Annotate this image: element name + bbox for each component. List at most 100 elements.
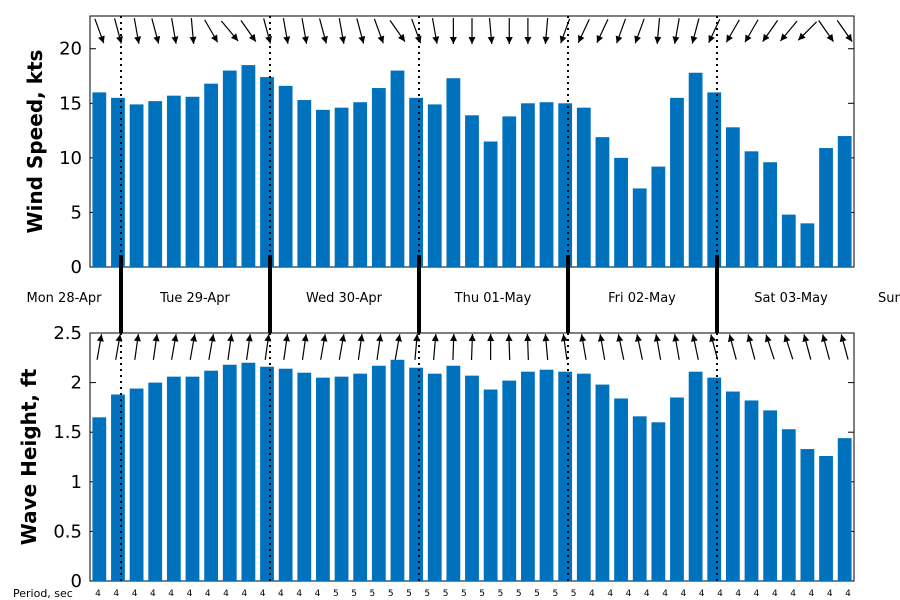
direction-arrowhead xyxy=(597,334,605,342)
bar xyxy=(390,70,405,267)
direction-arrowhead xyxy=(709,334,717,343)
bar xyxy=(371,88,386,267)
period-value: 4 xyxy=(95,589,101,599)
bar xyxy=(92,92,107,268)
period-value: 4 xyxy=(790,589,796,599)
bar xyxy=(651,422,666,581)
bar xyxy=(744,151,759,267)
period-value: 5 xyxy=(424,589,430,599)
period-value: 4 xyxy=(223,589,229,599)
direction-arrowhead xyxy=(654,36,662,44)
direction-arrowhead xyxy=(96,334,104,342)
direction-arrowhead xyxy=(764,334,772,343)
bar xyxy=(502,116,517,268)
bar xyxy=(222,70,237,267)
bar xyxy=(446,365,461,581)
bar xyxy=(763,162,778,267)
bar xyxy=(744,400,759,581)
bar xyxy=(260,366,274,581)
direction-arrowhead xyxy=(301,334,309,342)
bar xyxy=(558,103,573,267)
bar xyxy=(763,410,778,581)
direction-arrowhead xyxy=(357,334,365,342)
day-labels-strip: Mon 28-Apr Tue 29-Apr Wed 30-Apr Thu 01-May… xyxy=(27,255,900,333)
wind-speed-panel: 0 5 10 15 20 Wind Speed, kts xyxy=(23,15,855,278)
bar xyxy=(204,83,219,268)
period-value: 5 xyxy=(552,589,558,599)
bar xyxy=(129,388,144,581)
day-label: Sat 03-May xyxy=(754,291,828,306)
y-axis-label: Wave Height, ft xyxy=(17,368,41,545)
direction-arrowhead xyxy=(449,37,457,44)
bar xyxy=(148,382,163,581)
direction-arrowhead xyxy=(171,334,179,342)
direction-arrowhead xyxy=(339,334,347,342)
direction-arrowhead xyxy=(321,35,328,44)
y-tick-label: 0 xyxy=(71,571,82,592)
day-label: Fri 02-May xyxy=(608,291,676,306)
bar xyxy=(334,376,349,581)
direction-arrowhead xyxy=(560,334,568,342)
period-label: Period, sec xyxy=(13,587,73,600)
day-label: Sun xyxy=(878,291,900,306)
y-tick-label: 2 xyxy=(71,373,82,394)
period-value: 4 xyxy=(662,589,668,599)
y-tick-label: 1 xyxy=(71,472,82,493)
period-value: 4 xyxy=(680,589,686,599)
direction-arrowhead xyxy=(358,35,366,44)
bar xyxy=(670,397,684,581)
bar xyxy=(800,449,815,581)
bar xyxy=(521,371,535,581)
period-value: 4 xyxy=(150,589,156,599)
direction-arrowhead xyxy=(339,36,347,44)
bar xyxy=(725,127,740,267)
bar xyxy=(651,166,666,267)
direction-arrowhead xyxy=(230,33,239,41)
direction-arrowhead xyxy=(672,334,680,342)
bar xyxy=(260,77,274,268)
bar xyxy=(278,368,293,581)
direction-arrowhead xyxy=(653,334,661,342)
bar xyxy=(837,136,852,267)
period-value: 5 xyxy=(498,589,504,599)
bar xyxy=(614,398,628,581)
bar xyxy=(111,394,125,581)
direction-arrowhead xyxy=(395,334,402,342)
direction-arrowhead xyxy=(762,33,770,42)
bar xyxy=(800,223,815,267)
period-value: 4 xyxy=(315,589,321,599)
direction-arrowhead xyxy=(821,334,828,343)
bar xyxy=(688,371,703,581)
bar xyxy=(465,375,479,581)
direction-arrowhead xyxy=(746,334,754,343)
period-value: 4 xyxy=(699,589,705,599)
direction-arrowhead xyxy=(524,37,532,44)
period-value: 4 xyxy=(827,589,833,599)
direction-arrowhead xyxy=(745,34,752,43)
direction-arrowhead xyxy=(134,36,142,44)
direction-arrowhead xyxy=(153,35,161,44)
bar xyxy=(166,376,181,581)
y-tick-label: 20 xyxy=(59,39,82,60)
period-value: 4 xyxy=(187,589,193,599)
direction-arrowhead xyxy=(839,334,847,343)
period-value: 5 xyxy=(534,589,540,599)
bar xyxy=(595,137,610,267)
bar xyxy=(353,373,368,581)
direction-arrowhead xyxy=(780,33,788,41)
direction-arrowhead xyxy=(265,35,272,44)
day-label: Wed 30-Apr xyxy=(306,291,383,306)
bar xyxy=(427,104,442,267)
bar xyxy=(241,65,256,267)
bar xyxy=(204,370,219,581)
bar xyxy=(409,367,423,581)
bar xyxy=(427,373,442,581)
period-value: 4 xyxy=(845,589,851,599)
day-label: Mon 28-Apr xyxy=(27,291,103,306)
bar xyxy=(390,359,405,581)
direction-arrowhead xyxy=(802,334,810,343)
direction-arrowhead xyxy=(616,334,624,342)
bar xyxy=(334,107,349,268)
direction-arrowhead xyxy=(690,334,698,342)
direction-arrowhead xyxy=(376,334,384,342)
